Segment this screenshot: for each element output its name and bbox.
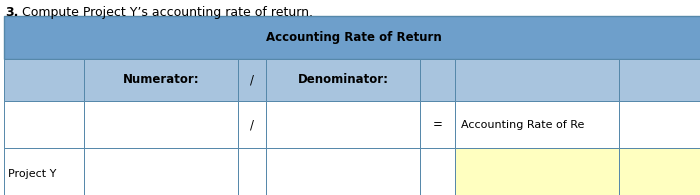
FancyBboxPatch shape (84, 148, 238, 195)
FancyBboxPatch shape (266, 101, 420, 148)
FancyBboxPatch shape (4, 148, 84, 195)
Text: /: / (250, 118, 254, 131)
FancyBboxPatch shape (238, 101, 266, 148)
FancyBboxPatch shape (455, 58, 620, 101)
Text: Denominator:: Denominator: (298, 74, 389, 86)
Text: Accounting Rate of Re: Accounting Rate of Re (461, 120, 584, 130)
FancyBboxPatch shape (238, 58, 266, 101)
FancyBboxPatch shape (620, 101, 700, 148)
Text: Compute Project Y’s accounting rate of return.: Compute Project Y’s accounting rate of r… (18, 6, 313, 19)
FancyBboxPatch shape (420, 101, 455, 148)
Text: Accounting Rate of Return: Accounting Rate of Return (265, 31, 442, 43)
Text: Project Y: Project Y (8, 168, 56, 179)
FancyBboxPatch shape (455, 148, 620, 195)
FancyBboxPatch shape (84, 58, 238, 101)
FancyBboxPatch shape (4, 101, 84, 148)
Text: Numerator:: Numerator: (122, 74, 199, 86)
FancyBboxPatch shape (620, 148, 700, 195)
Text: /: / (250, 74, 254, 86)
FancyBboxPatch shape (420, 58, 455, 101)
FancyBboxPatch shape (4, 16, 700, 58)
FancyBboxPatch shape (620, 58, 700, 101)
Text: 3.: 3. (6, 6, 19, 19)
FancyBboxPatch shape (238, 148, 266, 195)
FancyBboxPatch shape (84, 101, 238, 148)
FancyBboxPatch shape (4, 58, 84, 101)
FancyBboxPatch shape (266, 58, 420, 101)
Text: =: = (433, 118, 442, 131)
FancyBboxPatch shape (266, 148, 420, 195)
FancyBboxPatch shape (420, 148, 455, 195)
FancyBboxPatch shape (455, 101, 620, 148)
